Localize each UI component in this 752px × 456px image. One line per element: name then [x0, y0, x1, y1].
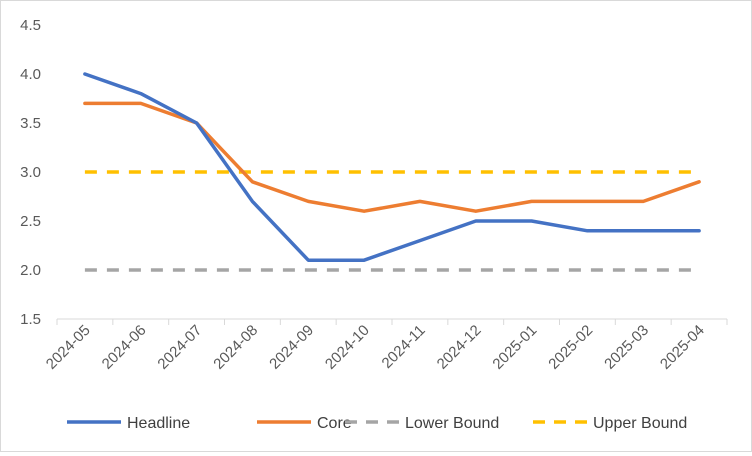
- x-tick-label: 2025-01: [489, 322, 540, 373]
- y-tick-label: 2.0: [20, 262, 41, 279]
- x-axis-tick-labels: 2024-05 2024-06 2024-07 2024-08 2024-09 2024-…: [43, 322, 708, 373]
- x-tick-label: 2024-12: [434, 322, 485, 373]
- y-axis-ticks: 1.5 2.0 2.5 3.0 3.5 4.0 4.5: [20, 17, 41, 328]
- legend-label: Core: [317, 415, 352, 432]
- x-tick-label: 2024-06: [99, 322, 150, 373]
- x-tick-label: 2024-10: [322, 322, 373, 373]
- y-tick-label: 4.0: [20, 66, 41, 83]
- series-line-core: [83, 101, 701, 213]
- legend-label: Lower Bound: [405, 415, 499, 432]
- y-tick-label: 4.5: [20, 17, 41, 34]
- x-tick-label: 2024-11: [379, 322, 429, 372]
- x-tick-label: 2024-09: [266, 322, 317, 373]
- legend-label: Upper Bound: [593, 415, 687, 432]
- series-line-headline: [83, 72, 701, 262]
- y-tick-label: 1.5: [20, 311, 41, 328]
- legend-label: Headline: [127, 415, 190, 432]
- x-tick-label: 2024-07: [154, 322, 205, 373]
- x-tick-label: 2024-05: [43, 322, 94, 373]
- y-tick-label: 3.0: [20, 164, 41, 181]
- x-tick-label: 2025-04: [657, 322, 708, 373]
- legend: Headline Core Lower Bound Upper Bound: [67, 415, 687, 432]
- x-tick-label: 2025-03: [601, 322, 652, 373]
- series-lines: [83, 72, 701, 272]
- x-tick-label: 2024-08: [210, 322, 261, 373]
- y-tick-label: 2.5: [20, 213, 41, 230]
- x-axis-tickmarks: [56, 319, 728, 325]
- x-tick-label: 2025-02: [545, 322, 596, 373]
- y-tick-label: 3.5: [20, 115, 41, 132]
